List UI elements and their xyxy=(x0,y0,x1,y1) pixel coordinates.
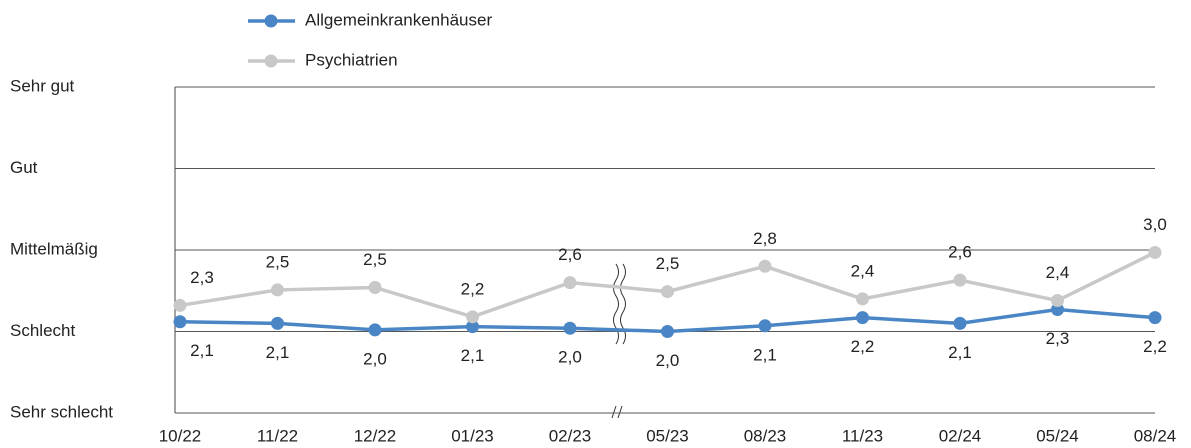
y-tick-label: Sehr schlecht xyxy=(10,402,113,421)
data-label: 2,1 xyxy=(753,345,777,364)
y-tick-label: Gut xyxy=(10,158,38,177)
data-label: 2,1 xyxy=(190,341,214,360)
data-point xyxy=(661,325,674,338)
data-point xyxy=(466,320,479,334)
data-label: 2,1 xyxy=(266,343,290,362)
data-label: 2,3 xyxy=(1046,329,1070,348)
x-tick-label: 08/23 xyxy=(744,426,787,445)
x-tick-label: 08/24 xyxy=(1134,426,1177,445)
x-tick-label: 11/23 xyxy=(842,426,883,445)
data-label: 2,0 xyxy=(656,351,680,370)
data-point xyxy=(173,315,187,329)
data-label: 2,8 xyxy=(753,229,777,248)
data-label: 2,5 xyxy=(363,250,387,269)
data-point xyxy=(1051,302,1064,316)
data-point xyxy=(953,316,967,330)
data-point xyxy=(758,319,772,333)
y-tick-label: Mittelmäßig xyxy=(10,239,98,258)
data-label: 2,5 xyxy=(266,252,290,271)
data-point xyxy=(173,298,187,312)
x-tick-label: 11/22 xyxy=(257,426,298,445)
data-label: 2,1 xyxy=(461,346,485,365)
data-point xyxy=(1051,294,1064,308)
data-point xyxy=(368,280,382,294)
legend-marker xyxy=(264,54,278,68)
data-label: 2,6 xyxy=(948,243,972,262)
data-point xyxy=(856,311,869,325)
data-label: 2,4 xyxy=(1046,263,1070,282)
data-label: 2,2 xyxy=(1143,337,1167,356)
x-tick-label: 05/24 xyxy=(1036,426,1079,445)
data-point xyxy=(466,310,479,324)
data-point xyxy=(856,292,869,306)
x-tick-label: 01/23 xyxy=(451,426,494,445)
x-tick-label: 05/23 xyxy=(646,426,689,445)
data-label: 2,2 xyxy=(851,337,875,356)
data-point xyxy=(563,321,577,335)
data-label: 2,1 xyxy=(948,343,972,362)
legend-marker xyxy=(264,14,278,28)
data-point xyxy=(563,276,577,290)
x-tick-label: 02/24 xyxy=(939,426,982,445)
data-label: 2,0 xyxy=(558,348,582,367)
data-point xyxy=(271,283,284,297)
x-tick-label: 10/22 xyxy=(159,426,202,445)
data-point xyxy=(271,316,284,330)
data-label: 2,5 xyxy=(656,254,680,273)
data-label: 2,6 xyxy=(558,245,582,264)
legend-label: Allgemeinkrankenhäuser xyxy=(305,10,492,29)
data-point xyxy=(1148,245,1162,259)
y-tick-label: Sehr gut xyxy=(10,76,75,95)
y-tick-label: Schlecht xyxy=(10,321,75,340)
x-tick-label: 02/23 xyxy=(549,426,592,445)
data-point xyxy=(758,259,772,273)
data-label: 3,0 xyxy=(1143,215,1167,234)
data-label: 2,4 xyxy=(851,261,875,280)
data-label: 2,3 xyxy=(190,268,214,287)
x-tick-label: 12/22 xyxy=(354,426,397,445)
data-point xyxy=(1148,311,1162,325)
legend-label: Psychiatrien xyxy=(305,50,398,69)
data-point xyxy=(368,323,382,337)
data-point xyxy=(953,273,967,287)
data-point xyxy=(661,285,674,299)
data-label: 2,2 xyxy=(461,279,485,298)
data-label: 2,0 xyxy=(363,349,387,368)
